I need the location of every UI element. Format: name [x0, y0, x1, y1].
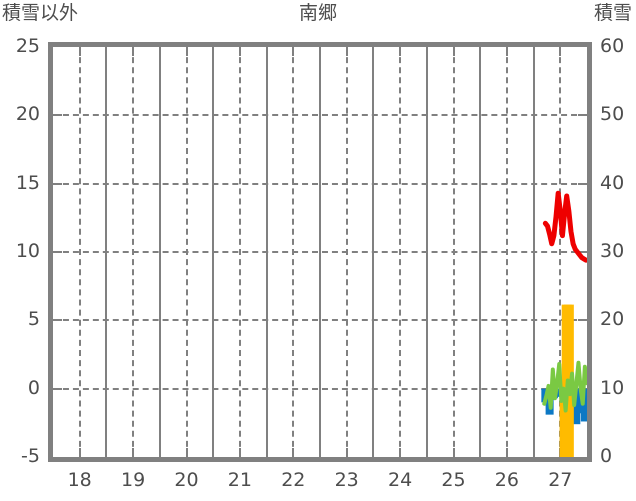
tick-bottom	[372, 448, 375, 457]
y-axis-left-tick-label: -5	[21, 445, 40, 467]
tick-bottom	[132, 448, 135, 457]
y-axis-left-tick-label: 10	[15, 240, 40, 262]
x-axis-tick-label: 23	[334, 469, 359, 491]
x-axis-tick-label: 26	[494, 469, 519, 491]
x-axis-tick-label: 21	[227, 469, 252, 491]
tick-bottom	[452, 448, 455, 457]
tick-bottom	[345, 448, 348, 457]
x-axis-tick-label: 25	[441, 469, 466, 491]
series-wind-trace	[542, 360, 587, 413]
chart-plot-inner	[53, 47, 587, 457]
tick-bottom	[399, 448, 402, 457]
tick-bottom	[78, 448, 81, 457]
tick-top	[345, 47, 348, 56]
tick-left	[53, 251, 62, 253]
y-axis-right-tick-label: 0	[600, 445, 613, 467]
tick-top	[105, 47, 108, 56]
x-axis-tick-label: 22	[281, 469, 306, 491]
tick-top	[158, 47, 161, 56]
tick-top	[319, 47, 321, 56]
tick-left	[53, 319, 62, 322]
tick-bottom	[532, 448, 535, 457]
tick-top	[372, 47, 375, 56]
x-axis-tick-label: 20	[174, 469, 199, 491]
tick-bottom	[238, 448, 241, 457]
y-axis-left-tick-label: 0	[27, 376, 40, 399]
bar-precipitation	[572, 388, 581, 425]
tick-top	[425, 47, 428, 56]
tick-right	[578, 251, 587, 253]
y-axis-right-tick-label: 40	[600, 171, 625, 194]
tick-left	[53, 114, 62, 117]
tick-top	[505, 47, 508, 56]
y-axis-right-tick-label: 20	[600, 308, 625, 331]
x-axis-tick-label: 19	[121, 469, 146, 491]
tick-bottom	[212, 448, 215, 457]
x-axis-tick-label: 24	[388, 469, 413, 491]
y-axis-right-tick-label: 30	[600, 240, 625, 262]
tick-top	[265, 47, 268, 56]
tick-bottom	[505, 448, 508, 457]
tick-bottom	[292, 448, 295, 457]
line-wind-trace	[542, 360, 587, 413]
tick-top	[292, 47, 295, 56]
x-axis-tick-label: 27	[548, 469, 573, 491]
bar-precipitation	[554, 388, 563, 397]
gridline-horizontal-dashed	[53, 319, 587, 322]
tick-top	[212, 47, 215, 56]
tick-top	[238, 47, 241, 56]
tick-bottom	[185, 448, 188, 457]
chart-plot-area	[48, 42, 592, 462]
tick-right	[578, 182, 587, 185]
tick-top	[185, 47, 188, 56]
tick-left	[53, 182, 62, 185]
gridline-horizontal-dashed	[53, 114, 587, 117]
chart-title: 南郷	[298, 2, 337, 24]
left-axis-title: 積雪以外	[2, 2, 79, 24]
tick-bottom	[319, 448, 321, 457]
y-axis-right-tick-label: 50	[600, 103, 625, 126]
y-axis-left-tick-label: 5	[27, 308, 40, 331]
gridline-horizontal-dashed	[53, 251, 587, 253]
tick-bottom	[105, 448, 108, 457]
tick-right	[578, 319, 587, 322]
y-axis-left-tick-label: 20	[15, 103, 40, 126]
tick-top	[132, 47, 135, 56]
tick-top	[78, 47, 81, 56]
tick-bottom	[425, 448, 428, 457]
series-temperature	[542, 190, 587, 263]
tick-bottom	[158, 448, 161, 457]
y-axis-right-tick-label: 10	[600, 376, 625, 399]
tick-left	[53, 387, 62, 390]
tick-right	[578, 114, 587, 117]
y-axis-right-tick-label: 60	[600, 35, 625, 57]
tick-bottom	[479, 448, 482, 457]
chart-series-layer	[541, 190, 587, 457]
tick-bottom	[265, 448, 268, 457]
gridline-horizontal-dashed	[53, 387, 587, 390]
y-axis-left-tick-label: 25	[15, 35, 40, 57]
tick-top	[559, 47, 562, 56]
tick-top	[452, 47, 455, 56]
tick-top	[532, 47, 535, 56]
tick-top	[399, 47, 402, 56]
y-axis-left-tick-label: 15	[15, 171, 40, 194]
right-axis-title: 積雪	[593, 2, 632, 24]
line-temperature	[542, 190, 587, 263]
tick-top	[479, 47, 482, 56]
x-axis-tick-label: 18	[67, 469, 92, 491]
gridline-horizontal-dashed	[53, 182, 587, 185]
